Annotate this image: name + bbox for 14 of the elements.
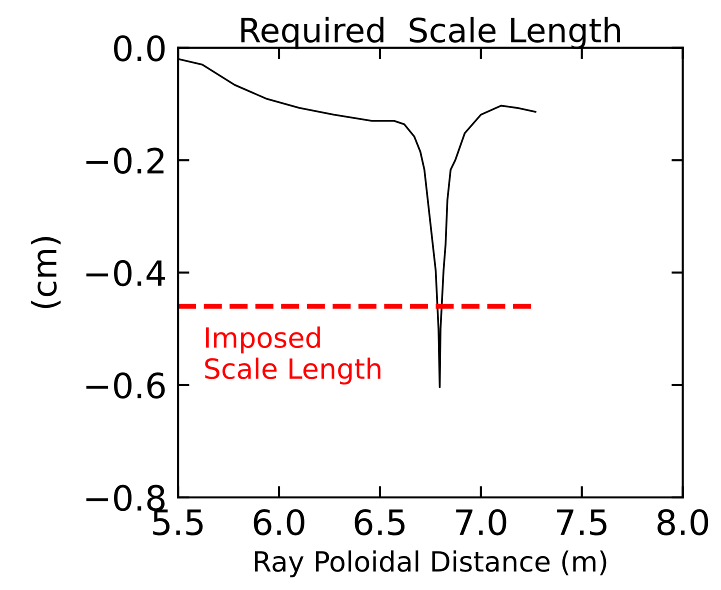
y-tick-label: −0.2 <box>86 148 164 174</box>
x-tick-label: 8.0 <box>658 509 708 536</box>
y-tick-label: −0.6 <box>86 372 165 399</box>
x-tick-label: 6.5 <box>354 509 405 536</box>
x-tick-label: 5.5 <box>153 510 203 536</box>
x-tick-label: 7.5 <box>557 510 606 536</box>
chart-title: Required Scale Length <box>241 16 620 50</box>
x-tick-label: 7.0 <box>456 509 506 536</box>
y-axis-title: (cm) <box>30 237 61 308</box>
x-tick-label: 6.0 <box>254 509 304 536</box>
x-axis-title: Ray Poloidal Distance (m) <box>254 550 606 578</box>
y-tick-label: 0.0 <box>114 35 165 62</box>
y-tick-label: −0.4 <box>86 260 166 286</box>
annotation: Imposed Scale Length <box>205 326 380 385</box>
